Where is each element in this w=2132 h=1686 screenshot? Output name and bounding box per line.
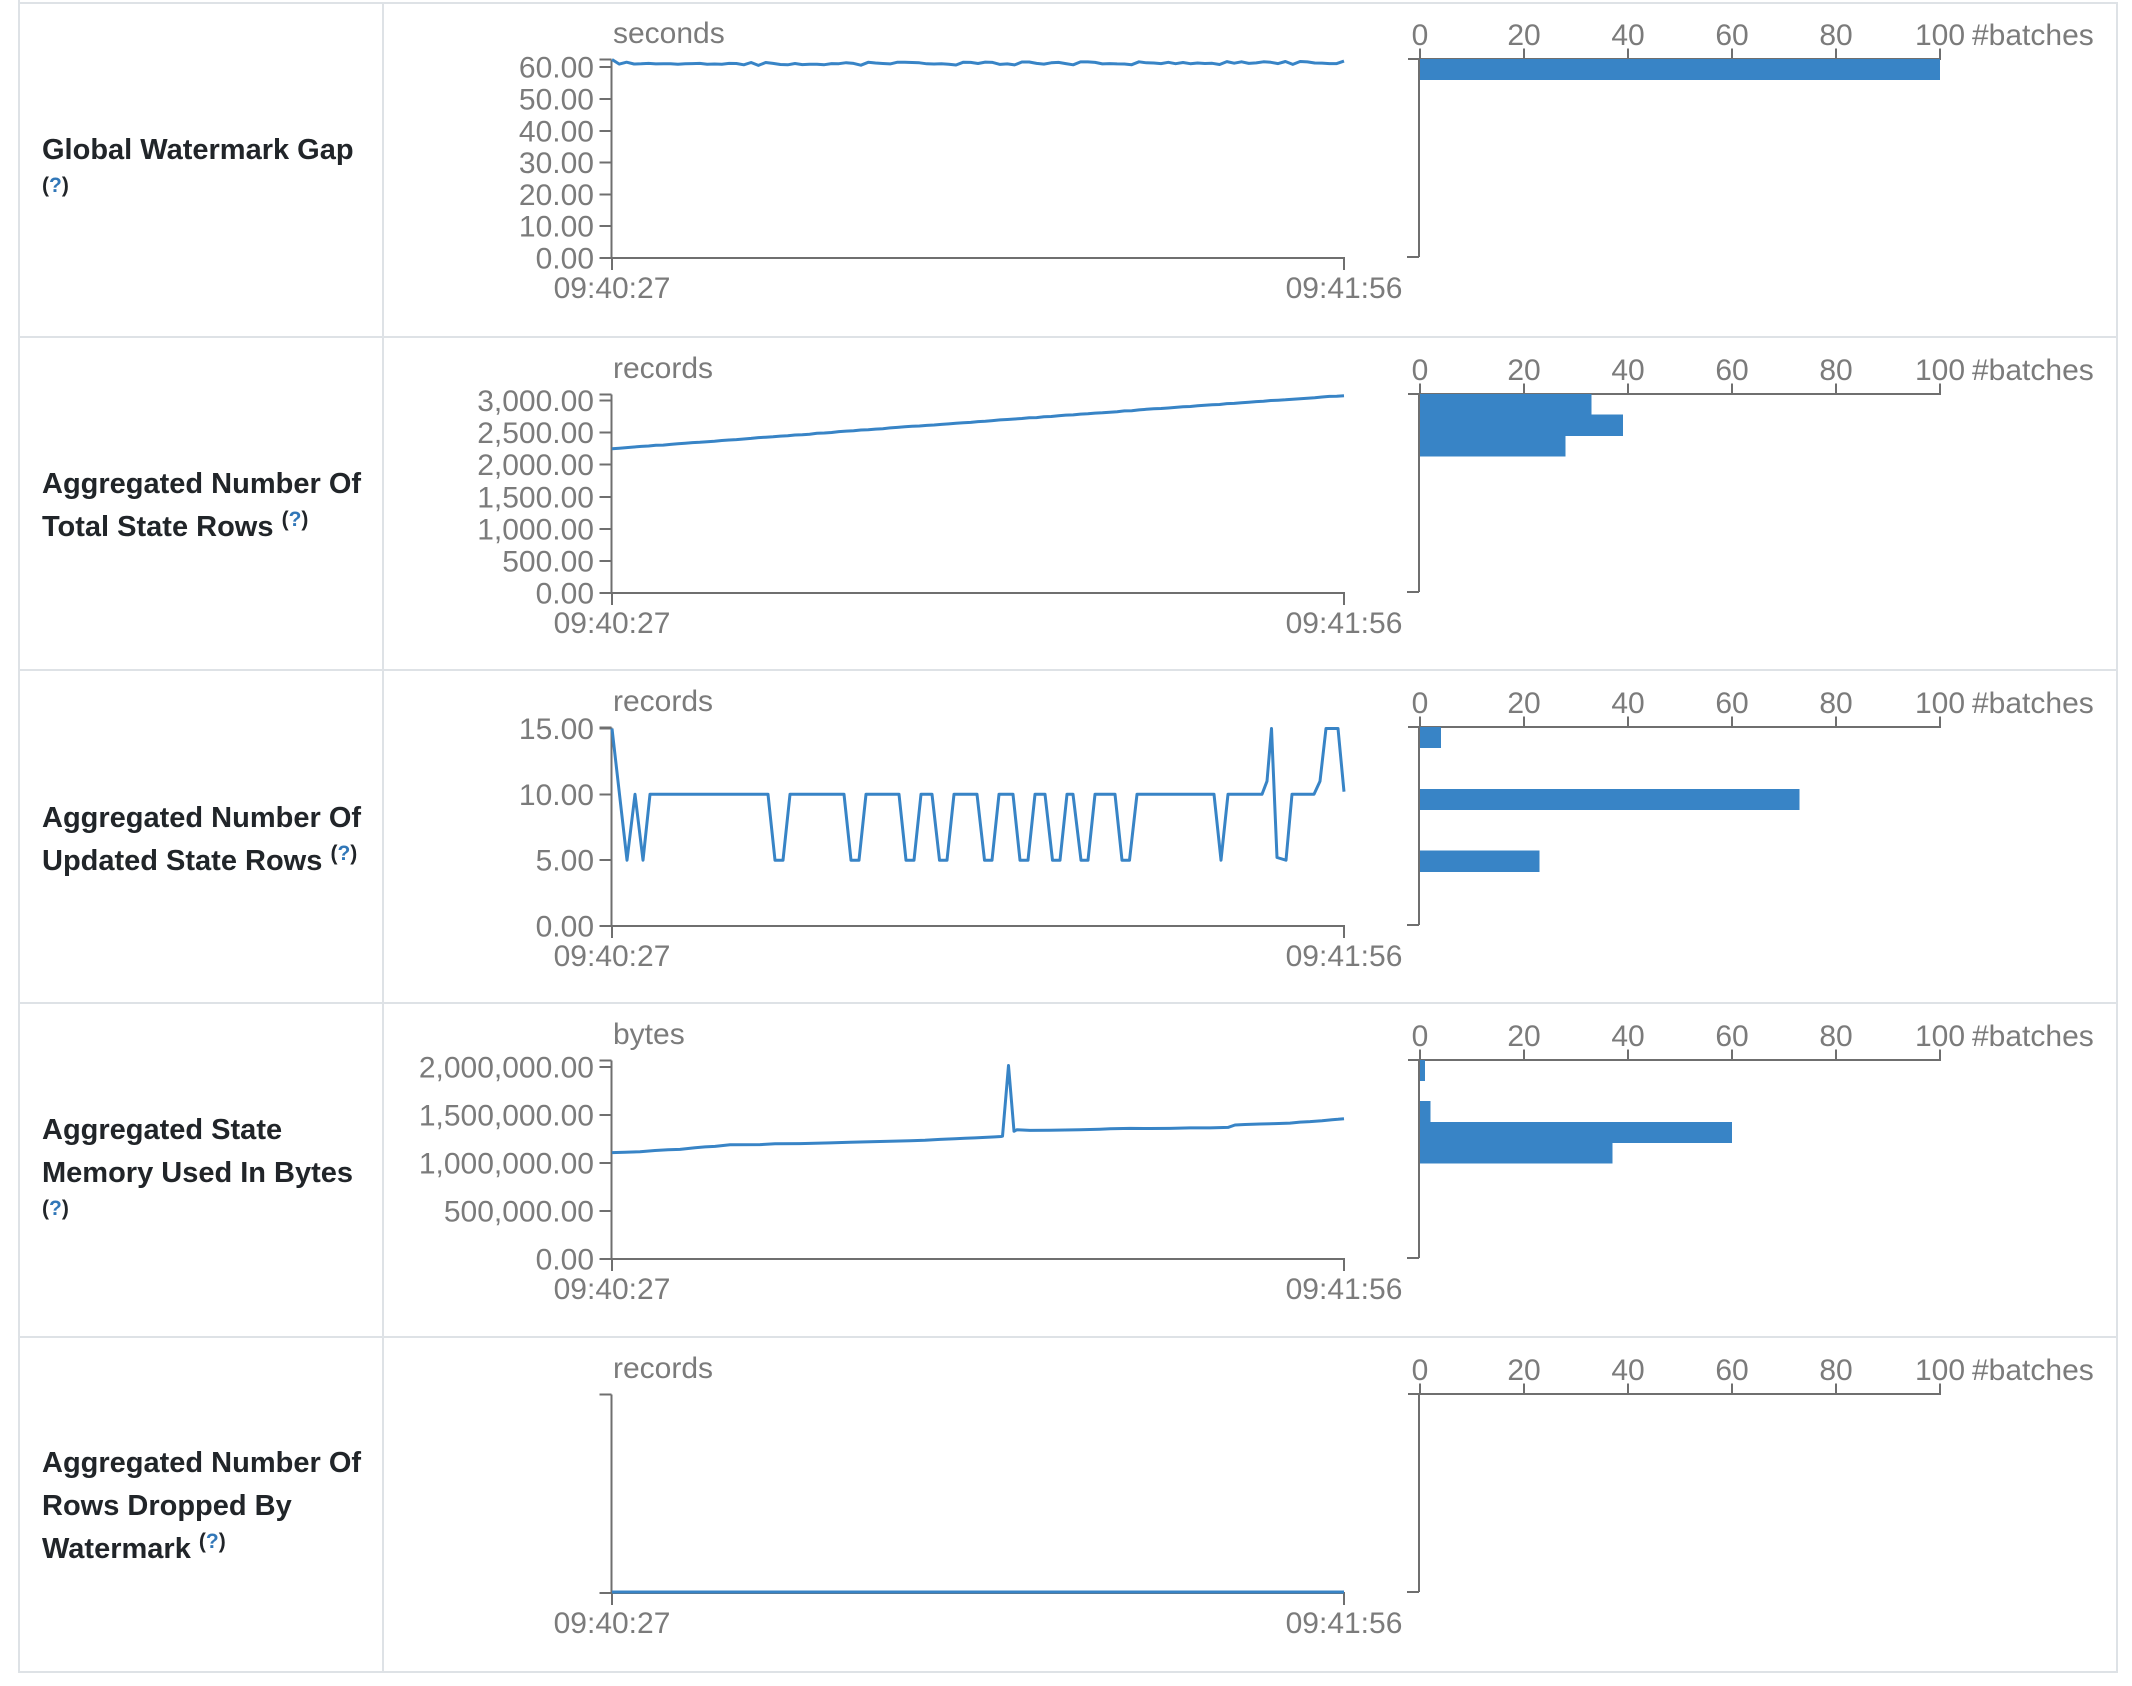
svg-text:0: 0 [1412, 1354, 1429, 1387]
svg-text:0: 0 [1412, 19, 1429, 52]
svg-text:100: 100 [1915, 1020, 1965, 1053]
svg-text:09:41:56: 09:41:56 [1286, 607, 1403, 640]
svg-text:80: 80 [1819, 19, 1852, 52]
svg-text:60.00: 60.00 [519, 52, 594, 85]
svg-text:2,500.00: 2,500.00 [477, 417, 594, 450]
svg-text:40: 40 [1611, 1354, 1644, 1387]
svg-text:0.00: 0.00 [536, 1244, 594, 1277]
svg-text:20: 20 [1507, 687, 1540, 720]
svg-text:100: 100 [1915, 1354, 1965, 1387]
svg-text:5.00: 5.00 [536, 845, 594, 878]
svg-text:20: 20 [1507, 1354, 1540, 1387]
svg-text:2,000.00: 2,000.00 [477, 449, 594, 482]
svg-text:09:40:27: 09:40:27 [554, 940, 671, 973]
svg-text:records: records [613, 1352, 713, 1385]
svg-text:80: 80 [1819, 687, 1852, 720]
svg-text:50.00: 50.00 [519, 83, 594, 116]
svg-text:0.00: 0.00 [536, 911, 594, 944]
svg-text:500,000.00: 500,000.00 [444, 1196, 594, 1229]
svg-text:60: 60 [1715, 687, 1748, 720]
svg-text:80: 80 [1819, 1020, 1852, 1053]
svg-text:#batches: #batches [1972, 687, 2094, 720]
svg-text:20: 20 [1507, 19, 1540, 52]
svg-text:1,000.00: 1,000.00 [477, 513, 594, 546]
svg-text:10.00: 10.00 [519, 211, 594, 244]
svg-text:09:41:56: 09:41:56 [1286, 272, 1403, 305]
svg-text:1,500.00: 1,500.00 [477, 481, 594, 514]
svg-text:40: 40 [1611, 19, 1644, 52]
svg-text:40: 40 [1611, 1020, 1644, 1053]
svg-text:100: 100 [1915, 687, 1965, 720]
svg-text:#batches: #batches [1972, 19, 2094, 52]
svg-text:#batches: #batches [1972, 1354, 2094, 1387]
svg-text:3,000.00: 3,000.00 [477, 385, 594, 418]
svg-text:20.00: 20.00 [519, 179, 594, 212]
svg-text:1,500,000.00: 1,500,000.00 [419, 1100, 594, 1133]
svg-text:30.00: 30.00 [519, 147, 594, 180]
svg-text:#batches: #batches [1972, 354, 2094, 387]
svg-text:20: 20 [1507, 354, 1540, 387]
svg-text:09:40:27: 09:40:27 [554, 1273, 671, 1306]
svg-text:15.00: 15.00 [519, 713, 594, 746]
svg-text:bytes: bytes [613, 1018, 685, 1051]
svg-text:60: 60 [1715, 1020, 1748, 1053]
svg-text:0: 0 [1412, 687, 1429, 720]
svg-text:records: records [613, 352, 713, 385]
svg-text:60: 60 [1715, 354, 1748, 387]
svg-text:#batches: #batches [1972, 1020, 2094, 1053]
svg-text:40: 40 [1611, 354, 1644, 387]
svg-text:0.00: 0.00 [536, 243, 594, 276]
svg-text:40.00: 40.00 [519, 115, 594, 148]
svg-text:500.00: 500.00 [502, 545, 594, 578]
svg-text:60: 60 [1715, 1354, 1748, 1387]
svg-text:09:41:56: 09:41:56 [1286, 940, 1403, 973]
svg-text:09:41:56: 09:41:56 [1286, 1273, 1403, 1306]
svg-text:09:41:56: 09:41:56 [1286, 1607, 1403, 1640]
svg-text:1,000,000.00: 1,000,000.00 [419, 1148, 594, 1181]
svg-text:40: 40 [1611, 687, 1644, 720]
svg-text:20: 20 [1507, 1020, 1540, 1053]
svg-text:records: records [613, 685, 713, 718]
svg-text:09:40:27: 09:40:27 [554, 1607, 671, 1640]
svg-text:2,000,000.00: 2,000,000.00 [419, 1052, 594, 1085]
svg-text:0: 0 [1412, 354, 1429, 387]
svg-text:60: 60 [1715, 19, 1748, 52]
svg-text:80: 80 [1819, 1354, 1852, 1387]
svg-text:seconds: seconds [613, 17, 725, 50]
svg-text:09:40:27: 09:40:27 [554, 272, 671, 305]
svg-text:0: 0 [1412, 1020, 1429, 1053]
svg-text:09:40:27: 09:40:27 [554, 607, 671, 640]
svg-text:80: 80 [1819, 354, 1852, 387]
svg-text:10.00: 10.00 [519, 779, 594, 812]
svg-text:100: 100 [1915, 19, 1965, 52]
svg-text:100: 100 [1915, 354, 1965, 387]
svg-text:0.00: 0.00 [536, 578, 594, 611]
